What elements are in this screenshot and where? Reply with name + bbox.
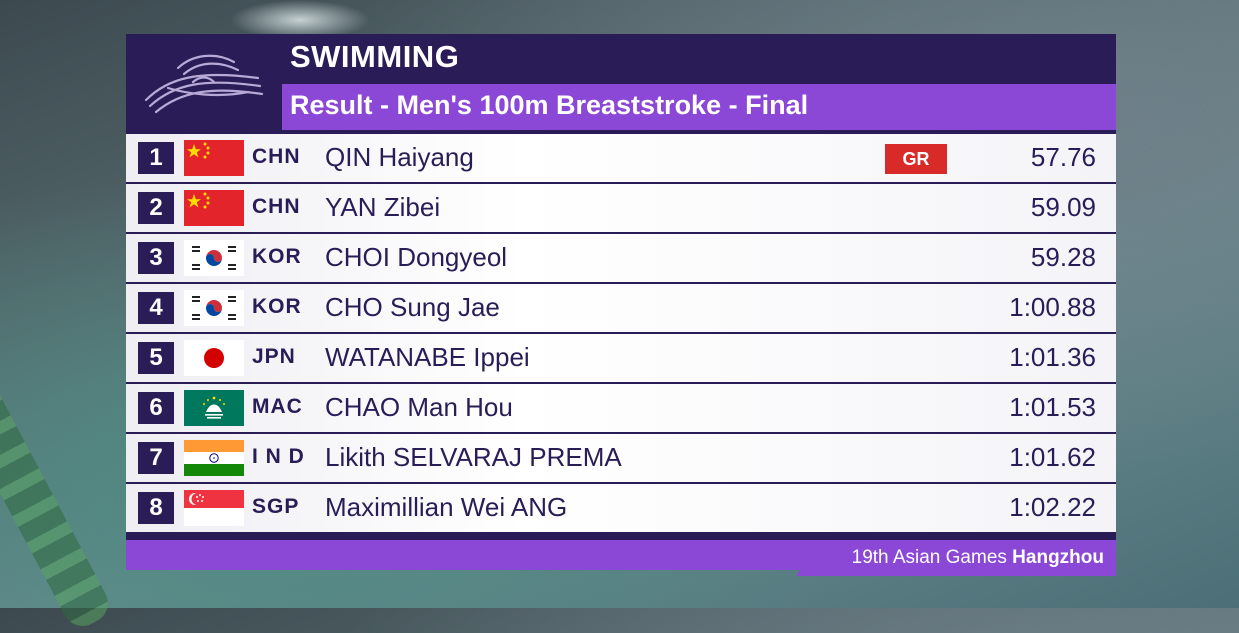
- result-time: 59.09: [1030, 192, 1096, 222]
- rank-box: 6: [138, 392, 174, 424]
- board-header: SWIMMING Result - Men's 100m Breaststrok…: [126, 34, 1116, 132]
- country-code: CHN: [252, 145, 301, 168]
- sport-title: SWIMMING: [290, 39, 460, 74]
- result-row: 3 KOR CHOI Dongyeol 59.28: [126, 234, 1116, 282]
- india-flag-icon: [184, 440, 244, 476]
- result-time: 57.76: [1030, 142, 1096, 172]
- rank-box: 3: [138, 242, 174, 274]
- athlete-name: Maximillian Wei ANG: [325, 492, 568, 522]
- rank-box: 4: [138, 292, 174, 324]
- footer-caption: 19th Asian Games Hangzhou: [852, 547, 1104, 569]
- result-time: 1:01.36: [1009, 342, 1096, 372]
- japan-flag-icon: [184, 340, 244, 376]
- country-code: MAC: [252, 395, 303, 418]
- result-time: 1:01.62: [1009, 442, 1096, 472]
- athlete-name: WATANABE Ippei: [325, 342, 530, 372]
- singapore-flag-icon: [184, 490, 244, 526]
- result-row: 7 I N D Likith SELVARAJ PREMA 1:01.62: [126, 434, 1116, 482]
- country-code: SGP: [252, 495, 300, 518]
- result-row: 4 KOR CHO Sung Jae 1:00.88: [126, 284, 1116, 332]
- event-title: Result - Men's 100m Breaststroke - Final: [290, 90, 809, 120]
- footer-tab: 19th Asian Games Hangzhou: [796, 540, 1116, 576]
- country-code: CHN: [252, 195, 301, 218]
- china-flag-icon: [184, 190, 244, 226]
- result-row: 1 CHN QIN Haiyang GR 57.76: [126, 134, 1116, 182]
- country-code: I N D: [252, 445, 305, 468]
- result-row: 5 JPN WATANABE Ippei 1:01.36: [126, 334, 1116, 382]
- athlete-name: CHO Sung Jae: [325, 292, 500, 322]
- result-time: 1:00.88: [1009, 292, 1096, 322]
- host-city: Hangzhou: [1012, 547, 1104, 568]
- result-time: 1:01.53: [1009, 392, 1096, 422]
- country-code: KOR: [252, 295, 302, 318]
- results-board: SWIMMING Result - Men's 100m Breaststrok…: [126, 34, 1116, 576]
- korea-flag-icon: [184, 240, 244, 276]
- results-list: 1 CHN QIN Haiyang GR 57.76 2 CHN YAN Zib…: [126, 132, 1116, 540]
- korea-flag-icon: [184, 290, 244, 326]
- result-row: 8 SGP Maximillian Wei ANG 1:02.22: [126, 484, 1116, 532]
- macau-flag-icon: [184, 390, 244, 426]
- event-title-bar: Result - Men's 100m Breaststroke - Final: [282, 84, 1116, 130]
- background-light: [230, 0, 370, 40]
- rank-box: 7: [138, 442, 174, 474]
- result-row: 2 CHN YAN Zibei 59.09: [126, 184, 1116, 232]
- rank-box: 2: [138, 192, 174, 224]
- china-flag-icon: [184, 140, 244, 176]
- result-time: 59.28: [1030, 242, 1096, 272]
- rank-box: 5: [138, 342, 174, 374]
- games-edition: 19th Asian Games: [851, 547, 1013, 568]
- board-footer: 19th Asian Games Hangzhou: [126, 540, 1116, 576]
- rank-box: 1: [138, 142, 174, 174]
- result-time: 1:02.22: [1009, 492, 1096, 522]
- athlete-name: YAN Zibei: [325, 192, 441, 222]
- rank-box: 8: [138, 492, 174, 524]
- athlete-name: CHAO Man Hou: [325, 392, 513, 422]
- country-code: JPN: [252, 345, 296, 368]
- athlete-name: QIN Haiyang: [325, 142, 474, 172]
- country-code: KOR: [252, 245, 302, 268]
- athlete-name: Likith SELVARAJ PREMA: [325, 442, 622, 472]
- athlete-name: CHOI Dongyeol: [325, 242, 508, 272]
- result-row: 6 MAC CHAO Man Hou 1:01.53: [126, 384, 1116, 432]
- asian-games-logo-icon: [144, 54, 264, 114]
- record-badge: GR: [885, 144, 947, 174]
- lane-rope-background: [0, 320, 115, 633]
